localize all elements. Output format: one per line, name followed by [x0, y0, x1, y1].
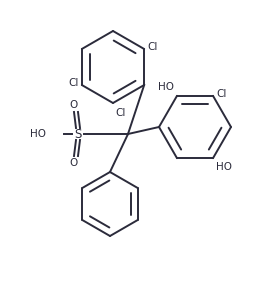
Text: Cl: Cl: [68, 78, 79, 88]
Text: HO: HO: [158, 82, 174, 92]
Text: O: O: [70, 100, 78, 110]
Text: Cl: Cl: [147, 42, 158, 52]
Text: Cl: Cl: [216, 89, 226, 99]
Text: HO: HO: [216, 162, 232, 172]
Text: O: O: [70, 158, 78, 168]
Text: S: S: [74, 127, 82, 140]
Text: HO: HO: [30, 129, 46, 139]
Text: Cl: Cl: [115, 108, 125, 118]
